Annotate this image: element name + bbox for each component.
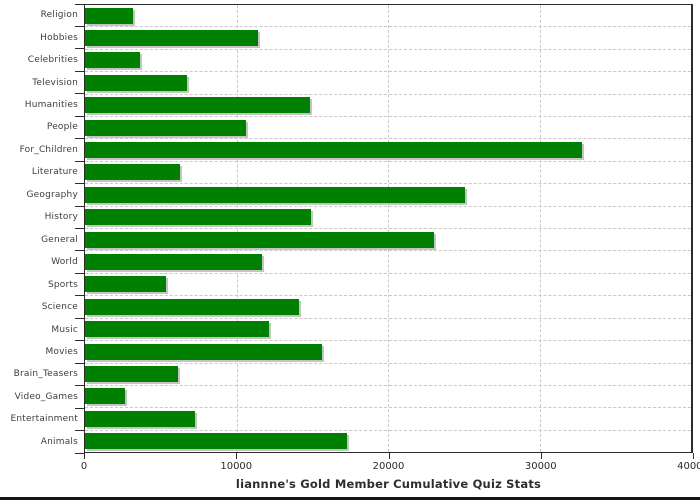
y-axis-tick: [75, 407, 84, 409]
bar-row: [85, 408, 691, 431]
bar-row: [85, 95, 691, 118]
chart-title: liannne's Gold Member Cumulative Quiz St…: [235, 477, 542, 491]
bar-science: [85, 298, 300, 315]
y-axis-tick: [75, 430, 84, 432]
y-axis-tick: [75, 138, 84, 140]
x-tick-label-0: 0: [80, 461, 88, 472]
bar-people: [85, 119, 247, 136]
bar-row: [85, 139, 691, 162]
bar-video_games: [85, 388, 126, 405]
y-axis-tick: [75, 3, 84, 5]
bar-row: [85, 229, 691, 252]
category-label-music: Music: [51, 324, 78, 335]
y-axis-tick: [75, 272, 84, 274]
y-axis-tick: [75, 160, 84, 162]
bar-movies: [85, 343, 323, 360]
y-axis-tick: [75, 250, 84, 252]
bar-world: [85, 253, 263, 270]
y-axis-tick: [75, 452, 84, 454]
category-label-history: History: [44, 212, 78, 223]
plot-area: [84, 4, 693, 453]
y-axis-tick: [75, 340, 84, 342]
category-label-world: World: [51, 257, 78, 268]
y-axis-tick: [75, 25, 84, 27]
y-axis-tick: [75, 385, 84, 387]
bar-row: [85, 431, 691, 452]
bar-row: [85, 341, 691, 364]
y-axis-labels: Religion Hobbies Celebrities Television Huma…: [0, 4, 78, 453]
bar-literature: [85, 164, 180, 181]
category-label-television: Television: [32, 77, 78, 88]
category-label-sports: Sports: [47, 279, 78, 290]
bar-row: [85, 274, 691, 297]
x-tick-label-10000: 10000: [220, 461, 253, 472]
x-axis-tick: [236, 453, 238, 459]
y-axis-tick: [75, 362, 84, 364]
y-axis-tick: [75, 48, 84, 50]
category-label-people: People: [46, 122, 78, 133]
x-tick-label-20000: 20000: [372, 461, 405, 472]
category-label-for_children: For_Children: [19, 144, 78, 155]
bar-entertainment: [85, 410, 195, 427]
y-axis-tick: [75, 317, 84, 319]
bar-row: [85, 50, 691, 73]
bar-celebrities: [85, 52, 140, 69]
category-label-hobbies: Hobbies: [40, 32, 78, 43]
category-label-celebrities: Celebrities: [27, 55, 78, 66]
category-label-movies: Movies: [45, 347, 78, 358]
y-axis-tick: [75, 183, 84, 185]
category-label-geography: Geography: [26, 189, 78, 200]
bar-row: [85, 162, 691, 185]
bar-music: [85, 321, 270, 338]
category-label-literature: Literature: [31, 167, 78, 178]
x-axis-tick: [84, 453, 85, 459]
y-axis-tick: [75, 115, 84, 117]
bar-hobbies: [85, 29, 259, 46]
bar-history: [85, 209, 312, 226]
category-label-entertainment: Entertainment: [10, 414, 78, 425]
bottom-divider: [0, 497, 700, 500]
bar-row: [85, 72, 691, 95]
bar-row: [85, 319, 691, 342]
bar-row: [85, 5, 691, 28]
bar-for_children: [85, 141, 582, 158]
bar-row: [85, 386, 691, 409]
category-label-science: Science: [41, 302, 78, 313]
category-label-brain_teasers: Brain_Teasers: [13, 369, 78, 380]
bar-humanities: [85, 97, 310, 114]
x-axis-tick: [540, 453, 542, 459]
y-axis-tick: [75, 295, 84, 297]
x-axis-tick: [693, 453, 694, 459]
bar-row: [85, 364, 691, 386]
bar-general: [85, 231, 435, 248]
y-axis-tick: [75, 205, 84, 207]
bar-brain_teasers: [85, 366, 179, 382]
bar-row: [85, 251, 691, 274]
bar-geography: [85, 186, 465, 203]
bar-television: [85, 74, 187, 91]
bar-row: [85, 27, 691, 50]
y-axis-tick: [75, 70, 84, 72]
x-tick-label-30000: 30000: [524, 461, 557, 472]
bar-row: [85, 117, 691, 140]
bar-religion: [85, 7, 133, 24]
category-label-general: General: [41, 234, 78, 245]
x-axis-tick: [388, 453, 390, 459]
category-label-religion: Religion: [40, 10, 78, 21]
category-label-video_games: Video_Games: [14, 391, 78, 402]
bar-animals: [85, 433, 348, 450]
category-label-humanities: Humanities: [24, 100, 78, 111]
x-tick-label-40000: 40000: [677, 461, 700, 472]
bar-row: [85, 296, 691, 319]
category-label-animals: Animals: [40, 436, 78, 447]
y-axis-tick: [75, 228, 84, 229]
y-axis-tick: [75, 93, 84, 95]
bar-row: [85, 207, 691, 230]
bar-row: [85, 184, 691, 207]
bar-sports: [85, 276, 167, 293]
